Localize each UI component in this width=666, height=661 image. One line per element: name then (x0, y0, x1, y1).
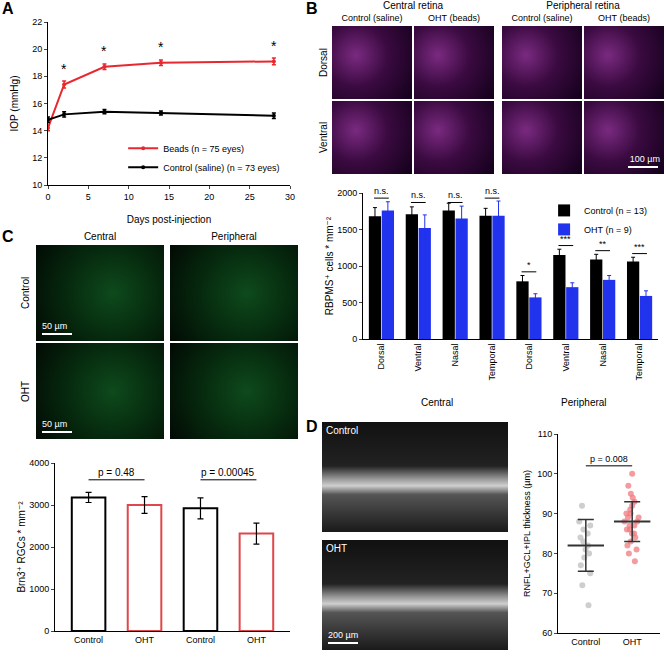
svg-text:110: 110 (538, 429, 552, 439)
svg-text:Control (saline) (n = 73 eyes): Control (saline) (n = 73 eyes) (163, 163, 279, 173)
svg-text:10: 10 (32, 180, 42, 190)
html-text:D: D (306, 418, 318, 435)
svg-text:***: *** (634, 242, 645, 252)
html-text:Control: Control (326, 425, 359, 436)
html-text:Central: Central (83, 231, 117, 242)
svg-text:n.s.: n.s. (448, 190, 463, 200)
svg-text:70: 70 (542, 588, 552, 598)
svg-text:30: 30 (285, 192, 295, 202)
html-text:Peripheral retina: Peripheral retina (546, 0, 620, 11)
svg-text:18: 18 (32, 71, 42, 81)
html-text:100 µm: 100 µm (629, 154, 660, 164)
svg-text:0: 0 (45, 192, 50, 202)
svg-text:p = 0.00045: p = 0.00045 (201, 467, 255, 478)
svg-text:***: *** (560, 234, 571, 244)
svg-text:100: 100 (537, 469, 552, 479)
svg-text:Ventral: Ventral (561, 344, 571, 372)
svg-text:500: 500 (342, 298, 357, 308)
svg-text:3000: 3000 (29, 500, 49, 510)
html-text:A: A (2, 0, 14, 17)
svg-text:20: 20 (204, 192, 214, 202)
svg-text:22: 22 (32, 17, 42, 27)
svg-text:1500: 1500 (337, 225, 357, 235)
svg-text:Control: Control (186, 635, 215, 645)
svg-text:20: 20 (32, 44, 42, 54)
html-text:50 µm: 50 µm (42, 419, 68, 429)
svg-text:*: * (271, 38, 277, 54)
svg-text:80: 80 (542, 549, 552, 559)
svg-text:1000: 1000 (337, 261, 357, 271)
svg-text:OHT (n = 9): OHT (n = 9) (584, 225, 632, 235)
svg-text:4000: 4000 (29, 458, 49, 468)
svg-text:Dorsal: Dorsal (524, 344, 534, 370)
svg-text:Peripheral: Peripheral (561, 397, 607, 408)
svg-text:Nasal: Nasal (598, 344, 608, 367)
svg-text:0: 0 (352, 334, 357, 344)
html-text:Ventral: Ventral (318, 121, 329, 154)
html-text:OHT: OHT (20, 380, 31, 402)
svg-text:Brn3⁺ RGCs * mm⁻²: Brn3⁺ RGCs * mm⁻² (16, 501, 27, 593)
svg-text:**: ** (599, 239, 607, 249)
svg-text:RNFL+GCL+IPL thickness (µm): RNFL+GCL+IPL thickness (µm) (522, 470, 532, 597)
svg-text:Central: Central (421, 397, 453, 408)
svg-text:OHT: OHT (135, 635, 155, 645)
svg-text:Nasal: Nasal (450, 344, 460, 367)
svg-text:15: 15 (164, 192, 174, 202)
svg-text:Control (n = 13): Control (n = 13) (584, 206, 647, 216)
html-text:50 µm: 50 µm (42, 321, 68, 331)
svg-text:n.s.: n.s. (485, 186, 500, 196)
html-text:C: C (2, 228, 14, 245)
html-text:Central retina: Central retina (383, 0, 443, 11)
svg-text:0: 0 (44, 626, 49, 636)
svg-text:60: 60 (542, 628, 552, 638)
html-text:Dorsal: Dorsal (318, 48, 329, 77)
svg-text:25: 25 (245, 192, 255, 202)
html-text:Control: Control (20, 276, 31, 310)
svg-text:Beads (n = 75 eyes): Beads (n = 75 eyes) (163, 144, 244, 154)
svg-text:5: 5 (86, 192, 91, 202)
svg-text:Days post-injection: Days post-injection (127, 214, 211, 225)
html-text:Peripheral: Peripheral (211, 231, 257, 242)
html-text:OHT (beads): OHT (beads) (598, 13, 650, 23)
svg-text:p = 0.48: p = 0.48 (98, 467, 135, 478)
svg-text:*: * (527, 260, 531, 270)
html-text:Control (saline): Control (saline) (511, 13, 573, 23)
svg-text:p = 0.008: p = 0.008 (590, 454, 628, 464)
svg-text:IOP (mmHg): IOP (mmHg) (9, 76, 20, 132)
svg-text:n.s.: n.s. (411, 190, 426, 200)
svg-text:Dorsal: Dorsal (376, 344, 386, 370)
html-text:200 µm: 200 µm (328, 630, 359, 640)
svg-text:2000: 2000 (337, 188, 357, 198)
html-text:OHT (beads): OHT (beads) (428, 13, 480, 23)
svg-text:OHT: OHT (623, 637, 643, 647)
svg-text:16: 16 (32, 99, 42, 109)
svg-text:RBPMS⁺ cells * mm⁻²: RBPMS⁺ cells * mm⁻² (324, 216, 335, 315)
svg-text:2000: 2000 (29, 542, 49, 552)
svg-text:*: * (101, 43, 107, 59)
html-text:OHT: OHT (326, 543, 348, 554)
svg-text:Temporal: Temporal (634, 344, 644, 381)
svg-text:Ventral: Ventral (413, 344, 423, 372)
svg-text:Temporal: Temporal (487, 344, 497, 381)
svg-text:12: 12 (32, 153, 42, 163)
html-text:Control (saline): Control (saline) (341, 13, 403, 23)
svg-text:OHT: OHT (247, 635, 267, 645)
html-text:B: B (306, 0, 318, 17)
svg-text:10: 10 (124, 192, 134, 202)
svg-text:Control: Control (571, 637, 600, 647)
svg-text:n.s.: n.s. (374, 186, 389, 196)
svg-text:14: 14 (32, 126, 42, 136)
svg-text:Control: Control (74, 635, 103, 645)
svg-text:*: * (61, 61, 67, 77)
svg-text:*: * (158, 39, 164, 55)
svg-text:90: 90 (542, 509, 552, 519)
svg-text:1000: 1000 (29, 584, 49, 594)
